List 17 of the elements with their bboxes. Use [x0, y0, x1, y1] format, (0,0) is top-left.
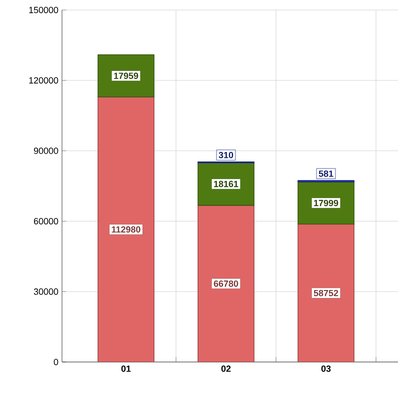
y-tick-label: 90000 — [34, 148, 58, 154]
data-label: 112980 — [112, 226, 140, 233]
y-tick-label: 0 — [54, 358, 58, 366]
y-tick-label: 30000 — [34, 288, 58, 295]
data-label: 58752 — [314, 290, 338, 296]
x-tick-label: 03 — [321, 366, 331, 372]
x-tick-label: 01 — [121, 366, 131, 372]
data-label: 310 — [218, 152, 234, 158]
y-tick-label: 60000 — [34, 218, 58, 224]
data-label: 581 — [318, 170, 334, 177]
data-label: 18161 — [214, 180, 238, 188]
y-tick-label: 150000 — [29, 6, 58, 14]
data-label: 17959 — [114, 72, 138, 79]
data-label: 17999 — [314, 200, 338, 206]
x-tick-label: 02 — [221, 366, 231, 372]
y-tick-label: 120000 — [29, 77, 58, 84]
data-label: 66780 — [214, 280, 238, 287]
